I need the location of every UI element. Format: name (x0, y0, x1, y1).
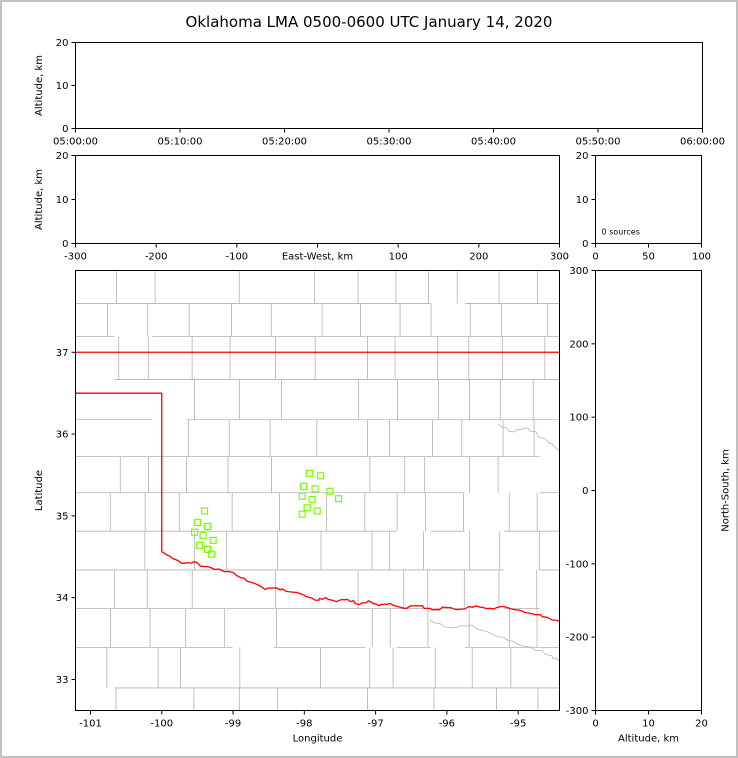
ns-height-panel (595, 270, 702, 711)
tick-label: -100 (150, 719, 173, 730)
tick-label: -99 (225, 719, 241, 730)
tick-label: 05:10:00 (158, 137, 203, 148)
tick-label: 05:40:00 (471, 137, 516, 148)
source-count-annotation: 0 sources (602, 228, 640, 237)
source-histogram-panel (595, 155, 702, 244)
tick-label: -96 (439, 719, 455, 730)
tick-label: -300 (566, 706, 589, 717)
tick-label: 300 (569, 266, 588, 277)
tick-label: 20 (576, 151, 589, 162)
tick-label: 34 (56, 593, 69, 604)
axis-label-north-south: North-South, km (721, 449, 732, 532)
tick-label: 10 (642, 719, 655, 730)
lma-source-point (326, 487, 334, 495)
lma-source-point (193, 518, 201, 526)
tick-label: -100 (225, 252, 248, 263)
tick-label: 10 (56, 195, 69, 206)
tick-label: 0 (592, 719, 598, 730)
axis-label-east-west: East-West, km (282, 252, 353, 263)
lma-source-point (313, 507, 321, 515)
tick-label: 0 (582, 486, 588, 497)
lma-source-point (203, 522, 211, 531)
time-height-panel (75, 42, 703, 129)
lma-source-point (298, 492, 306, 500)
axis-label-altitude-mid: Altitude, km (34, 169, 45, 230)
tick-label: -95 (510, 719, 526, 730)
tick-label: -300 (64, 252, 87, 263)
tick-label: -101 (79, 719, 102, 730)
lma-source-point (209, 536, 217, 544)
plan-view-panel (75, 270, 560, 711)
tick-label: 200 (569, 339, 588, 350)
lma-source-point (200, 507, 209, 515)
tick-label: 10 (576, 195, 589, 206)
tick-label: 0 (62, 124, 68, 135)
tick-label: -98 (296, 719, 312, 730)
lma-source-point (203, 545, 211, 553)
tick-label: 0 (582, 239, 588, 250)
tick-label: 300 (550, 252, 569, 263)
tick-label: 20 (695, 719, 708, 730)
tick-label: 05:30:00 (367, 137, 412, 148)
tick-label: 100 (692, 252, 711, 263)
lma-source-point (208, 550, 216, 558)
tick-label: -200 (566, 633, 589, 644)
lma-source-point (298, 510, 306, 518)
tick-label: 100 (389, 252, 408, 263)
tick-label: -200 (145, 252, 168, 263)
lma-source-point (308, 495, 316, 504)
lma-source-point (195, 541, 204, 549)
axis-label-altitude-bottom: Altitude, km (618, 734, 679, 745)
tick-label: 0 (592, 252, 598, 263)
county-boundaries (75, 270, 560, 711)
tick-label: 05:50:00 (576, 137, 621, 148)
lma-source-point (199, 531, 207, 540)
axis-label-altitude-top: Altitude, km (34, 55, 45, 116)
figure-title: Oklahoma LMA 0500-0600 UTC January 14, 2… (185, 13, 553, 31)
lma-source-point (317, 472, 325, 480)
tick-label: 05:00:00 (53, 137, 98, 148)
lma-source-point (303, 504, 311, 512)
tick-label: 33 (56, 675, 69, 686)
tick-label: 0 (62, 239, 68, 250)
lma-source-point (334, 495, 343, 503)
tick-label: 200 (469, 252, 488, 263)
tick-label: 05:20:00 (262, 137, 307, 148)
tick-label: -100 (566, 559, 589, 570)
lma-source-point (305, 469, 313, 477)
lma-source-point (190, 528, 199, 536)
axis-label-latitude: Latitude (34, 470, 45, 511)
lma-source-point (311, 485, 319, 493)
tick-label: 35 (56, 511, 69, 522)
tick-label: 100 (569, 413, 588, 424)
axis-label-longitude: Longitude (293, 734, 343, 745)
tick-label: 10 (56, 81, 69, 92)
state-border (75, 351, 560, 623)
tick-label: 37 (56, 348, 69, 359)
tick-label: 36 (56, 430, 69, 441)
tick-label: 50 (642, 252, 655, 263)
ew-height-panel (75, 155, 560, 244)
lma-source-point (300, 482, 308, 491)
tick-label: 20 (56, 151, 69, 162)
tick-label: 20 (56, 38, 69, 49)
tick-label: -97 (367, 719, 383, 730)
tick-label: 06:00:00 (680, 137, 725, 148)
